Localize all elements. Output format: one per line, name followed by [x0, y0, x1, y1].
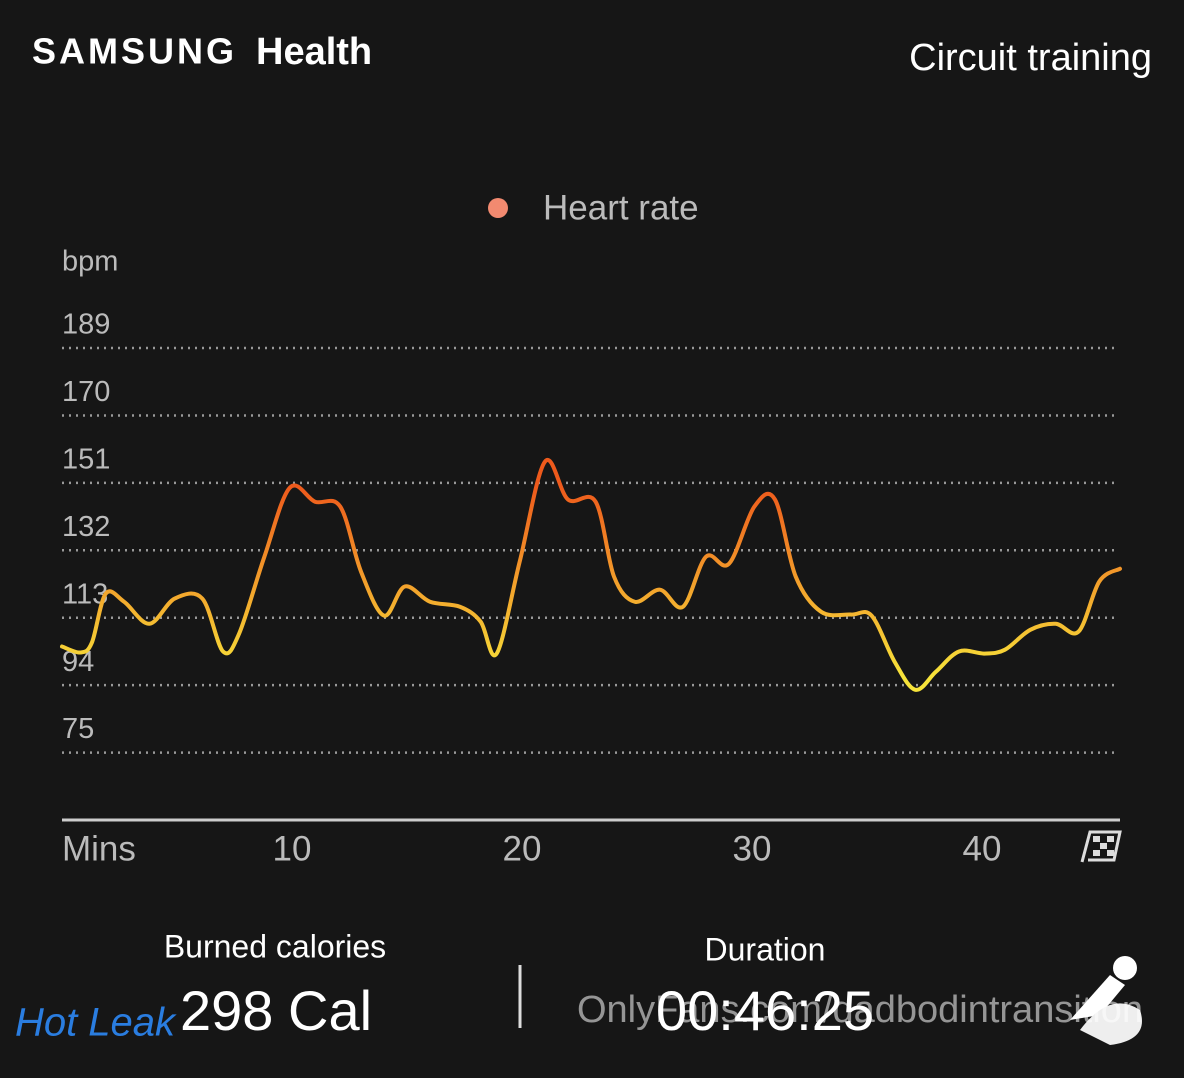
x-tick-label: 40 — [963, 829, 1002, 868]
brand: SAMSUNG — [32, 31, 237, 72]
y-tick-label: 75 — [62, 713, 94, 745]
x-tick-label: 20 — [503, 829, 542, 868]
calories-label: Burned calories — [164, 928, 386, 964]
app-name: Health — [256, 31, 372, 73]
activity: Circuit training — [909, 37, 1152, 79]
x-tick-label: 10 — [273, 829, 312, 868]
legend-dot — [488, 198, 508, 218]
calories-value: 298 — [180, 979, 273, 1042]
y-tick-label: 170 — [62, 376, 110, 408]
y-tick-label: 151 — [62, 444, 110, 476]
duration-label: Duration — [705, 931, 826, 967]
legend-label: Heart rate — [543, 188, 699, 227]
activity-icon — [1070, 956, 1142, 1045]
heart-rate-line — [60, 457, 1122, 692]
x-axis-label: Mins — [62, 829, 136, 868]
finish-flag — [1080, 830, 1122, 863]
y-axis-label: bpm — [62, 246, 118, 278]
watermark-logo: Hot Leak — [15, 1001, 177, 1045]
y-tick-label: 132 — [62, 511, 110, 543]
duration-value: 00:46:25 — [656, 979, 874, 1042]
y-tick-label: 189 — [62, 309, 110, 341]
calories-unit: Cal — [288, 979, 372, 1042]
watermark-site: OnlyFans.com/dadbodintransition — [577, 989, 1143, 1031]
x-tick-label: 30 — [733, 829, 772, 868]
